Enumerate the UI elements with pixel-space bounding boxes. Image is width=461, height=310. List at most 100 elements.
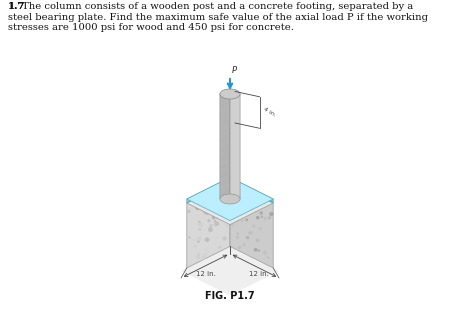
Circle shape [260, 211, 263, 215]
Circle shape [201, 256, 206, 260]
Circle shape [197, 203, 201, 206]
Circle shape [253, 224, 255, 228]
Circle shape [237, 233, 239, 235]
Circle shape [213, 217, 215, 219]
Circle shape [218, 190, 221, 193]
Circle shape [247, 193, 248, 196]
Circle shape [203, 212, 206, 214]
Circle shape [241, 213, 245, 217]
Circle shape [269, 212, 273, 216]
Circle shape [223, 210, 227, 215]
Circle shape [254, 248, 258, 252]
Circle shape [223, 188, 225, 190]
Circle shape [241, 220, 243, 222]
Text: 1.7: 1.7 [8, 2, 25, 11]
Circle shape [187, 210, 190, 213]
Circle shape [198, 215, 200, 217]
Circle shape [238, 246, 241, 249]
Circle shape [212, 215, 215, 219]
Circle shape [214, 220, 216, 222]
Circle shape [198, 202, 201, 206]
Circle shape [198, 220, 201, 224]
Circle shape [215, 199, 217, 202]
Ellipse shape [220, 89, 240, 99]
Circle shape [209, 224, 213, 228]
Circle shape [197, 253, 201, 257]
Circle shape [219, 191, 223, 195]
Circle shape [208, 227, 213, 232]
Polygon shape [230, 177, 273, 203]
Polygon shape [230, 181, 273, 268]
Circle shape [207, 219, 211, 222]
Circle shape [258, 250, 260, 252]
Text: steel bearing plate. Find the maximum safe value of the axial load P if the work: steel bearing plate. Find the maximum sa… [8, 12, 428, 21]
Polygon shape [220, 89, 230, 199]
Circle shape [251, 194, 254, 198]
Circle shape [248, 232, 250, 234]
Circle shape [264, 216, 267, 220]
Circle shape [194, 245, 197, 248]
Circle shape [197, 236, 202, 241]
Circle shape [231, 223, 234, 226]
Circle shape [198, 228, 201, 231]
Circle shape [248, 231, 252, 234]
Circle shape [193, 238, 195, 241]
Circle shape [222, 237, 227, 241]
Polygon shape [230, 89, 240, 199]
Circle shape [219, 216, 221, 219]
Polygon shape [187, 181, 273, 225]
Polygon shape [187, 177, 273, 221]
Circle shape [216, 216, 219, 219]
Text: 4 in.: 4 in. [262, 107, 277, 118]
Circle shape [226, 224, 229, 227]
Circle shape [198, 222, 201, 225]
Circle shape [216, 237, 218, 239]
Text: P: P [232, 66, 237, 75]
Circle shape [248, 204, 251, 206]
Circle shape [214, 202, 217, 204]
Circle shape [219, 188, 221, 190]
Circle shape [242, 243, 246, 246]
Circle shape [268, 216, 271, 219]
Circle shape [204, 210, 209, 215]
Circle shape [256, 239, 260, 242]
Circle shape [225, 210, 228, 213]
Circle shape [205, 237, 209, 242]
Polygon shape [181, 246, 279, 295]
Circle shape [212, 217, 214, 219]
Circle shape [236, 219, 238, 222]
Circle shape [195, 206, 200, 210]
Circle shape [241, 201, 245, 206]
Circle shape [256, 216, 260, 219]
Circle shape [198, 254, 200, 255]
Circle shape [219, 246, 221, 249]
Text: FIG. P1.7: FIG. P1.7 [205, 291, 255, 301]
Circle shape [214, 215, 219, 219]
Polygon shape [187, 177, 230, 203]
Circle shape [214, 221, 219, 226]
Text: stresses are 1000 psi for wood and 450 psi for concrete.: stresses are 1000 psi for wood and 450 p… [8, 23, 294, 32]
Circle shape [236, 236, 239, 239]
Circle shape [215, 208, 219, 212]
Circle shape [231, 194, 234, 197]
Text: 12 in.: 12 in. [195, 271, 215, 277]
Circle shape [246, 236, 249, 239]
Circle shape [197, 240, 200, 243]
Circle shape [199, 222, 204, 227]
Text: 12 in.: 12 in. [248, 271, 268, 277]
Circle shape [188, 237, 190, 239]
Text: 1.7: 1.7 [8, 2, 25, 11]
Circle shape [223, 215, 227, 219]
Circle shape [259, 227, 262, 231]
Text: The column consists of a wooden post and a concrete footing, separated by a: The column consists of a wooden post and… [22, 2, 413, 11]
Circle shape [263, 250, 267, 255]
Polygon shape [187, 181, 230, 268]
Circle shape [203, 253, 207, 256]
Circle shape [213, 223, 217, 226]
Circle shape [196, 255, 200, 259]
Ellipse shape [220, 194, 240, 204]
Circle shape [205, 248, 207, 250]
Circle shape [226, 206, 231, 211]
Circle shape [267, 256, 270, 259]
Circle shape [245, 219, 248, 221]
